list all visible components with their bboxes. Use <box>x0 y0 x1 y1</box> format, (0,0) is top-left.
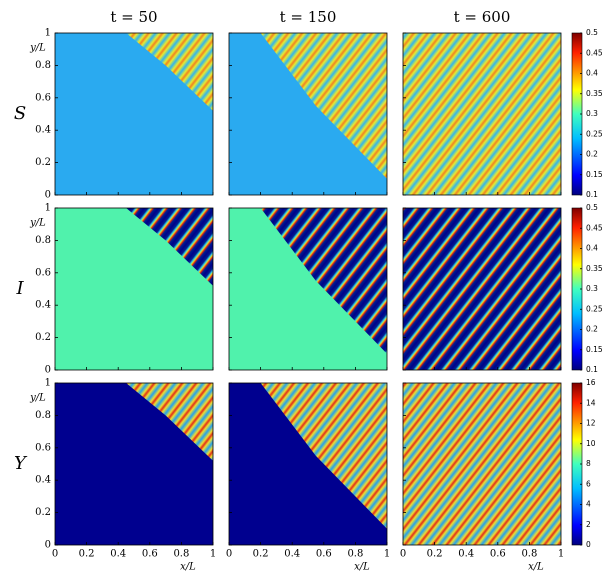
pattern-region <box>126 33 213 111</box>
y-tick-label: 0 <box>45 365 51 376</box>
column-title: t = 150 <box>280 8 337 26</box>
colorbar-tick-label: 6 <box>586 479 591 488</box>
y-tick-label: 0 <box>45 540 51 551</box>
colorbar-tick-label: 0.2 <box>586 325 598 334</box>
x-tick-label: 0 <box>400 549 406 560</box>
colorbar-tick-label: 0.5 <box>586 28 598 37</box>
x-tick-label: 0.8 <box>347 549 363 560</box>
pattern-region <box>126 383 213 461</box>
x-tick-label: 1 <box>210 549 216 560</box>
y-tick-label: 0.6 <box>35 442 51 453</box>
panel-frame <box>228 207 388 371</box>
y-tick-label: 1 <box>45 203 51 214</box>
x-tick-label: 0.2 <box>79 549 95 560</box>
x-axis-label: x/L <box>528 562 544 573</box>
pattern-region <box>260 33 387 179</box>
panel-frame <box>402 382 562 546</box>
pattern-region <box>126 208 213 286</box>
colorbar-tick-label: 0.4 <box>586 244 598 253</box>
row-label: S <box>14 103 26 124</box>
x-tick-label: 1 <box>384 549 390 560</box>
x-axis-label: x/L <box>354 562 370 573</box>
y-tick-label: 0.4 <box>35 125 51 136</box>
panel-frame <box>228 382 388 546</box>
y-tick-label: 0.6 <box>35 267 51 278</box>
x-tick-label: 0.4 <box>458 549 474 560</box>
colorbar-tick-label: 0.1 <box>586 190 598 199</box>
colorbar-tick-label: 16 <box>586 378 596 387</box>
x-tick-label: 0 <box>226 549 232 560</box>
colorbar-tick-label: 0.2 <box>586 150 598 159</box>
colorbar-tick-label: 0.45 <box>586 223 603 232</box>
y-tick-label: 0.4 <box>35 475 51 486</box>
colorbar-tick-label: 0.1 <box>586 365 598 374</box>
colorbar-tick-label: 0.5 <box>586 203 598 212</box>
colorbar-tick-label: 0 <box>586 540 591 549</box>
pattern-region <box>403 208 561 370</box>
pattern-region <box>403 33 561 195</box>
panel-frame <box>402 32 562 196</box>
colorbar-tick-label: 4 <box>586 500 591 509</box>
pattern-region <box>260 383 387 529</box>
colorbar-tick-label: 0.15 <box>586 345 603 354</box>
x-tick-label: 1 <box>558 549 564 560</box>
x-tick-label: 0.4 <box>110 549 126 560</box>
x-tick-label: 0.6 <box>142 549 158 560</box>
y-axis-label: y/L <box>29 218 46 229</box>
colorbar-tick-label: 0.25 <box>586 304 603 313</box>
colorbar-tick-label: 0.25 <box>586 129 603 138</box>
panel-frame <box>54 382 214 546</box>
colorbar-tick-label: 14 <box>586 398 596 407</box>
y-tick-label: 1 <box>45 28 51 39</box>
pattern-region <box>260 208 387 354</box>
colorbar-tick-label: 0.3 <box>586 109 598 118</box>
y-tick-label: 0 <box>45 190 51 201</box>
colorbar-tick-label: 0.35 <box>586 89 603 98</box>
colorbar-tick-label: 0.45 <box>586 48 603 57</box>
colorbar-tick-label: 0.3 <box>586 284 598 293</box>
y-tick-label: 0.8 <box>35 60 51 71</box>
y-tick-label: 0.8 <box>35 410 51 421</box>
y-tick-label: 0.2 <box>35 332 51 343</box>
row-label: Y <box>14 453 28 474</box>
colorbar-tick-label: 0.35 <box>586 264 603 273</box>
x-tick-label: 0.8 <box>521 549 537 560</box>
x-tick-label: 0.2 <box>427 549 443 560</box>
y-axis-label: y/L <box>29 43 46 54</box>
x-tick-label: 0.6 <box>316 549 332 560</box>
column-title: t = 50 <box>110 8 157 26</box>
colorbar-tick-label: 0.15 <box>586 170 603 179</box>
panel-frame <box>228 32 388 196</box>
x-axis-label: x/L <box>180 562 196 573</box>
x-tick-label: 0.8 <box>173 549 189 560</box>
y-tick-label: 1 <box>45 378 51 389</box>
y-tick-label: 0.4 <box>35 300 51 311</box>
y-tick-label: 0.2 <box>35 157 51 168</box>
x-tick-label: 0.2 <box>253 549 269 560</box>
colorbar-tick-label: 10 <box>586 439 596 448</box>
colorbar-tick-label: 12 <box>586 419 596 428</box>
panel-frame <box>54 32 214 196</box>
colorbar-tick-label: 2 <box>586 520 591 529</box>
x-tick-label: 0.6 <box>490 549 506 560</box>
y-axis-label: y/L <box>29 393 46 404</box>
x-tick-label: 0 <box>52 549 58 560</box>
panel-frame <box>402 207 562 371</box>
row-label: I <box>15 278 24 299</box>
colorbar-tick-label: 8 <box>586 459 591 468</box>
column-title: t = 600 <box>454 8 511 26</box>
y-tick-label: 0.6 <box>35 92 51 103</box>
pattern-region <box>403 383 561 545</box>
y-tick-label: 0.2 <box>35 507 51 518</box>
colorbar-tick-label: 0.4 <box>586 69 598 78</box>
x-tick-label: 0.4 <box>284 549 300 560</box>
panel-frame <box>54 207 214 371</box>
y-tick-label: 0.8 <box>35 235 51 246</box>
